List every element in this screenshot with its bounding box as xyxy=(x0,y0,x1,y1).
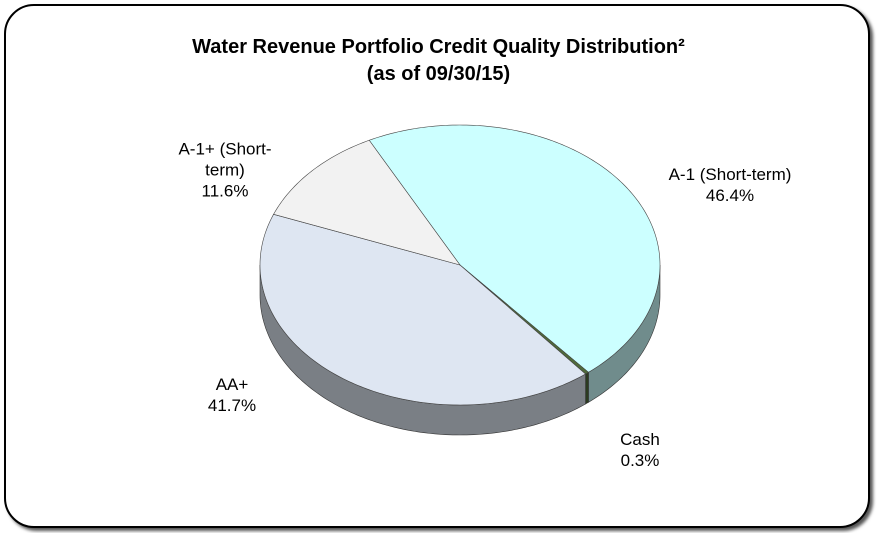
chart-subtitle: (as of 09/30/15) xyxy=(366,63,511,85)
value-label: 46.4% xyxy=(705,186,755,205)
category-label: Cash xyxy=(620,430,660,449)
slice-label: A-1+ (Short-term) 11.6% xyxy=(165,139,285,202)
pie-slice xyxy=(273,139,461,266)
slice-label: Cash 0.3% xyxy=(600,429,680,471)
value-label: 0.3% xyxy=(620,451,660,470)
category-label: A-1 (Short-term) xyxy=(668,165,792,184)
category-label: AA+ xyxy=(215,375,249,394)
category-label: A-1+ (Short-term) xyxy=(178,139,272,180)
pie-slice xyxy=(368,124,661,373)
value-label: 41.7% xyxy=(207,396,257,415)
pie-slice xyxy=(259,213,587,406)
slice-label: AA+ 41.7% xyxy=(192,374,272,416)
slice-label: A-1 (Short-term) 46.4% xyxy=(645,164,815,206)
value-label: 11.6% xyxy=(201,181,249,201)
chart-title: Water Revenue Portfolio Credit Quality D… xyxy=(192,36,685,58)
pie-side xyxy=(585,371,589,405)
